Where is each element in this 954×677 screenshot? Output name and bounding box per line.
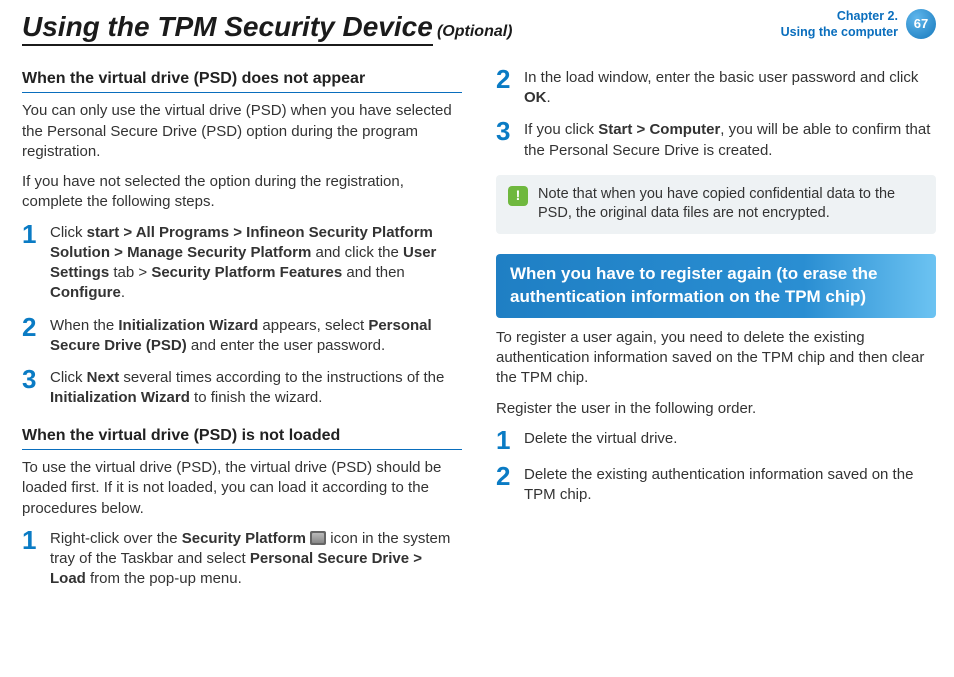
text: and then — [342, 264, 405, 281]
text: from the pop-up menu. — [86, 570, 242, 587]
intro-paragraph-2: If you have not selected the option duri… — [22, 172, 462, 213]
right-column: 2 In the load window, enter the basic us… — [496, 68, 936, 602]
page-header: Using the TPM Security Device (Optional)… — [0, 0, 954, 58]
step-number: 1 — [496, 427, 524, 453]
page-number-badge: 67 — [906, 9, 936, 39]
step-body: When the Initialization Wizard appears, … — [50, 316, 462, 357]
text: Right-click over the — [50, 530, 182, 547]
section-heading-psd-not-appear: When the virtual drive (PSD) does not ap… — [22, 68, 462, 94]
intro-paragraph-1: You can only use the virtual drive (PSD)… — [22, 101, 462, 162]
page-title-wrap: Using the TPM Security Device (Optional) — [22, 8, 513, 46]
step-number: 2 — [22, 314, 50, 357]
bold-text: Configure — [50, 284, 121, 301]
section-heading-register-again: When you have to register again (to eras… — [496, 254, 936, 318]
bold-text: OK — [524, 89, 547, 106]
register-body-1: To register a user again, you need to de… — [496, 328, 936, 389]
note-box: ! Note that when you have copied confide… — [496, 175, 936, 234]
text: If you click — [524, 121, 598, 138]
section1-step1: 1 Click start > All Programs > Infineon … — [22, 223, 462, 304]
step-body: Delete the virtual drive. — [524, 429, 936, 453]
chapter-text: Chapter 2. Using the computer — [781, 8, 898, 41]
text: When the — [50, 317, 118, 334]
step-number: 2 — [496, 66, 524, 109]
register-step1: 1 Delete the virtual drive. — [496, 429, 936, 453]
content-columns: When the virtual drive (PSD) does not ap… — [0, 58, 954, 620]
bold-text: Initialization Wizard — [118, 317, 258, 334]
step-body: In the load window, enter the basic user… — [524, 68, 936, 109]
text: and click the — [311, 244, 403, 261]
text: Click — [50, 369, 87, 386]
section2-step3: 3 If you click Start > Computer, you wil… — [496, 120, 936, 161]
text: tab > — [109, 264, 151, 281]
text: . — [547, 89, 551, 106]
alert-icon: ! — [508, 186, 528, 206]
text: . — [121, 284, 125, 301]
step-number: 1 — [22, 221, 50, 304]
step-body: If you click Start > Computer, you will … — [524, 120, 936, 161]
text: In the load window, enter the basic user… — [524, 69, 918, 86]
chapter-indicator: Chapter 2. Using the computer 67 — [781, 8, 936, 41]
register-body-2: Register the user in the following order… — [496, 399, 936, 419]
section1-step3: 3 Click Next several times according to … — [22, 368, 462, 409]
chapter-line1: Chapter 2. — [781, 8, 898, 24]
text: Click — [50, 224, 87, 241]
step-number: 1 — [22, 527, 50, 590]
text: several times according to the instructi… — [119, 369, 444, 386]
step-number: 3 — [496, 118, 524, 161]
register-step2: 2 Delete the existing authentication inf… — [496, 465, 936, 506]
text: appears, select — [258, 317, 368, 334]
page-title: Using the TPM Security Device — [22, 11, 433, 46]
bold-text: Security Platform Features — [151, 264, 342, 281]
section2-step2: 2 In the load window, enter the basic us… — [496, 68, 936, 109]
bold-text: Security Platform — [182, 530, 306, 547]
bold-text: Next — [87, 369, 120, 386]
chapter-line2: Using the computer — [781, 24, 898, 40]
section2-intro: To use the virtual drive (PSD), the virt… — [22, 458, 462, 519]
bold-text: Start > Computer — [598, 121, 720, 138]
bold-text: Initialization Wizard — [50, 389, 190, 406]
section-heading-psd-not-loaded: When the virtual drive (PSD) is not load… — [22, 425, 462, 451]
step-body: Click start > All Programs > Infineon Se… — [50, 223, 462, 304]
step-body: Right-click over the Security Platform i… — [50, 529, 462, 590]
note-text: Note that when you have copied confident… — [538, 185, 924, 224]
step-body: Click Next several times according to th… — [50, 368, 462, 409]
text: to finish the wizard. — [190, 389, 323, 406]
section1-step2: 2 When the Initialization Wizard appears… — [22, 316, 462, 357]
security-platform-icon — [310, 531, 326, 545]
left-column: When the virtual drive (PSD) does not ap… — [22, 68, 462, 602]
step-body: Delete the existing authentication infor… — [524, 465, 936, 506]
section2-step1: 1 Right-click over the Security Platform… — [22, 529, 462, 590]
step-number: 3 — [22, 366, 50, 409]
step-number: 2 — [496, 463, 524, 506]
text: and enter the user password. — [187, 337, 385, 354]
page-title-optional: (Optional) — [437, 23, 513, 40]
